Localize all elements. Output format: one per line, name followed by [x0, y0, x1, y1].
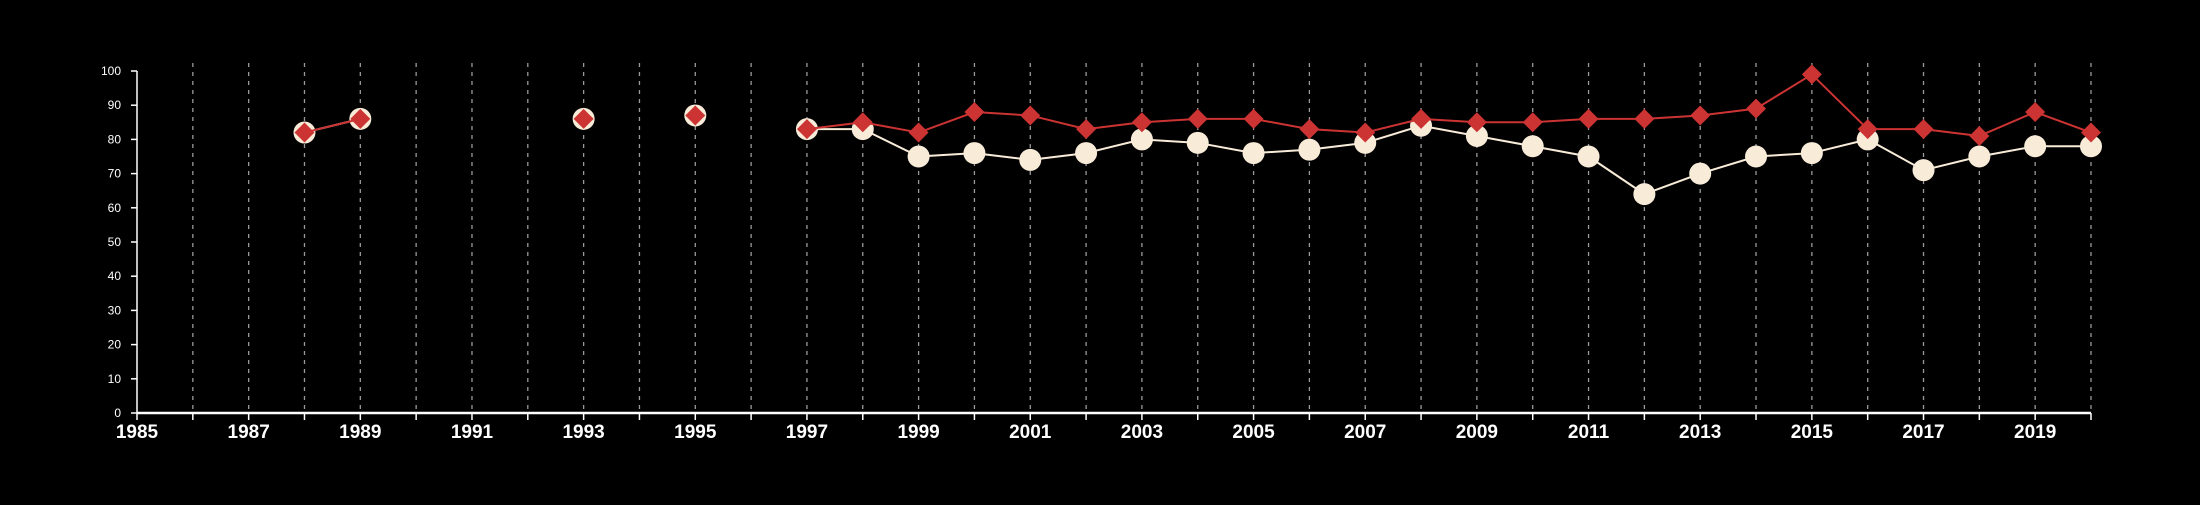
series-1-point-2016	[1857, 119, 1878, 140]
series-0-point-2003	[1130, 128, 1153, 151]
series-1-point-2007	[1355, 122, 1376, 143]
series-0-point-2011	[1577, 145, 1600, 168]
series-1-point-2005	[1243, 108, 1264, 129]
x-tick-label-2015: 2015	[1791, 422, 1834, 443]
series-1-segment-2006	[1253, 117, 1310, 131]
series-0-point-2000	[963, 142, 986, 165]
x-tick-label-1991: 1991	[451, 422, 494, 443]
series-1-point-1999	[908, 122, 929, 143]
series-1-point-2009	[1466, 112, 1487, 133]
series-1-point-2014	[1746, 98, 1767, 119]
series-1-segment-2019	[1978, 111, 2036, 137]
x-tick-label-2011: 2011	[1568, 422, 1610, 443]
series-1-point-2008	[1411, 108, 1432, 129]
grid-lines	[192, 63, 2092, 413]
series-1-point-2002	[1076, 119, 1097, 140]
series-1-point-1995	[685, 105, 706, 126]
y-tick-label-100: 100	[101, 64, 121, 78]
x-tick-label-1989: 1989	[339, 422, 381, 443]
series-1-point-1989	[350, 108, 371, 129]
series-1-point-2001	[1020, 105, 1041, 126]
series-0-point-2001	[1019, 148, 1042, 171]
y-tick-label-80: 80	[108, 132, 122, 146]
y-tick-label-40: 40	[108, 269, 122, 283]
series-0-point-2016	[1856, 128, 1879, 151]
series-0-point-2005	[1242, 142, 1265, 165]
series-1-point-2000	[964, 102, 985, 123]
series-0-point-2015	[1800, 142, 1823, 165]
series-1-point-2012	[1634, 108, 1655, 129]
x-tick-label-1997: 1997	[786, 422, 828, 443]
series-1-point-2006	[1299, 119, 1320, 140]
y-tick-label-50: 50	[108, 235, 122, 249]
series-0-segment-2012	[1587, 155, 1645, 195]
y-tick-label-10: 10	[108, 372, 122, 386]
axes: 0 10 20 30 40 50 60 70 80 90 100 1985 1987 1989 1991 19…	[101, 64, 2092, 443]
series-1-point-1993	[573, 108, 594, 129]
series-1-segment-2016	[1811, 73, 1869, 130]
x-tick-label-1995: 1995	[674, 422, 717, 443]
y-tick-label-0: 0	[114, 406, 121, 420]
series-0-point-2010	[1521, 135, 1544, 158]
x-tick-label-2005: 2005	[1232, 422, 1275, 443]
series-1-segment-2020	[2034, 111, 2092, 134]
series-1-segment-2015	[1755, 73, 1813, 110]
x-tick-label-1993: 1993	[562, 422, 604, 443]
x-tick-label-1985: 1985	[116, 422, 159, 443]
series-0-point-2020	[2080, 135, 2102, 158]
series-1-point-1997	[796, 119, 817, 140]
series-1-point-2004	[1187, 108, 1208, 129]
x-tick-label-2009: 2009	[1456, 422, 1498, 443]
series-1-point-2020	[2081, 122, 2101, 143]
series-0-point-2013	[1689, 162, 1712, 185]
series-0-point-2009	[1465, 124, 1488, 147]
x-tick-label-2003: 2003	[1121, 422, 1163, 443]
series-0-point-2007	[1354, 131, 1377, 154]
series-1-point-1988	[294, 122, 315, 143]
series-1-segment-2018	[1923, 128, 1980, 137]
series-1-segment-2008	[1364, 117, 1422, 134]
series-0-point-2002	[1075, 142, 1098, 165]
series-1-segment-1999	[862, 121, 919, 134]
series-1-point-2018	[1969, 125, 1990, 146]
series-0-point-2018	[1968, 145, 1991, 168]
series-1-segment-2014	[1700, 107, 1757, 117]
x-tick-label-2001: 2001	[1009, 422, 1052, 443]
y-tick-label-60: 60	[108, 201, 122, 215]
x-tick-label-2017: 2017	[1902, 422, 1944, 443]
series-0-point-2014	[1745, 145, 1768, 168]
series-1-point-2013	[1690, 105, 1711, 126]
series-0-point-1999	[907, 145, 930, 168]
series-0-point-2017	[1912, 159, 1935, 182]
x-tick-label-2013: 2013	[1679, 422, 1721, 443]
x-tick-label-2019: 2019	[2014, 422, 2056, 443]
x-tick-label-2007: 2007	[1344, 422, 1386, 443]
y-tick-label-20: 20	[108, 338, 122, 352]
series-1-segment-2002	[1030, 114, 1087, 131]
series-0-point-2019	[2024, 135, 2047, 158]
y-tick-label-70: 70	[108, 167, 122, 181]
series-1-diamond	[294, 64, 2101, 146]
series-1-segment-1989	[304, 117, 361, 134]
series-1-point-2010	[1522, 112, 1543, 133]
series-1-point-2017	[1913, 119, 1934, 140]
series-1-point-1998	[852, 112, 873, 133]
series-1-point-2019	[2025, 102, 2046, 123]
series-0-point-2006	[1298, 138, 1321, 161]
series-1-segment-1998	[806, 121, 863, 131]
y-tick-label-90: 90	[108, 98, 122, 112]
series-0-point-2012	[1633, 183, 1656, 206]
series-1-point-2011	[1578, 108, 1599, 129]
series-0-point-2004	[1186, 131, 1209, 154]
series-1-segment-2003	[1085, 121, 1143, 131]
x-tick-label-1999: 1999	[897, 422, 939, 443]
series-1-segment-2000	[918, 111, 975, 134]
y-tick-label-30: 30	[108, 303, 122, 317]
series-layer	[293, 64, 2102, 206]
series-1-point-2015	[1801, 64, 1822, 85]
x-tick-label-1987: 1987	[228, 422, 270, 443]
series-1-point-2003	[1131, 112, 1152, 133]
